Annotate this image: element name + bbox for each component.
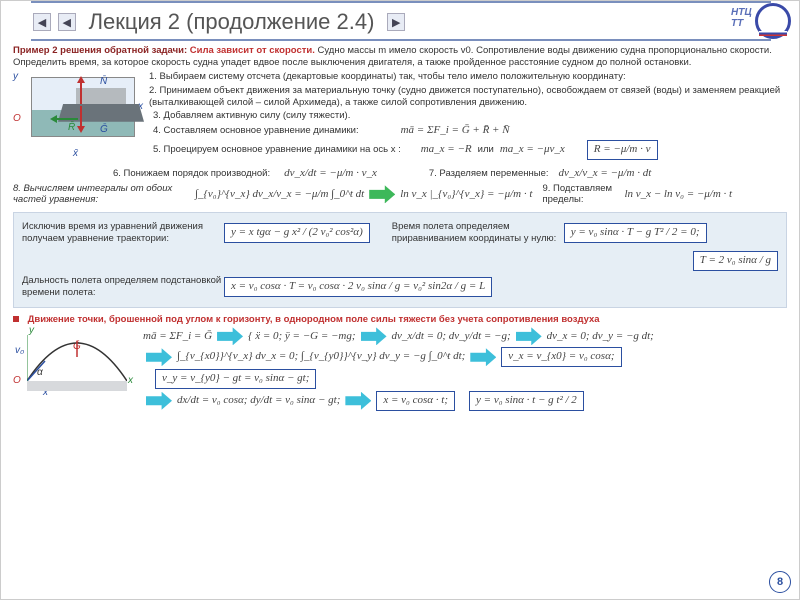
r2b: v_x = v_{x0} = v₀ cosα; [501, 347, 621, 367]
nav-first-button[interactable]: ◀ [33, 13, 51, 31]
step-5-f1: ma_x = −R [421, 143, 472, 157]
arrow-icon [146, 392, 172, 410]
step-5: 5. Проецируем основное уравнение динамик… [153, 144, 401, 156]
step-5-box: R = −μ/m · v [587, 140, 658, 160]
force-N: N̄ [100, 76, 107, 89]
proj-row-1: mā = ΣF_i = Ḡ { ẍ = 0; ÿ = −G = −mg; dv_… [143, 327, 787, 345]
step-9-f: ln v_x − ln v₀ = −μ/m · t [624, 188, 732, 202]
arrow-icon [369, 185, 395, 203]
slide-title: Лекция 2 (продолжение 2.4) [89, 9, 375, 35]
arrow-icon [361, 327, 387, 345]
step-4-formula: mā = ΣF_i = Ḡ + R̄ + N̄ [401, 124, 510, 138]
nav-prev-button[interactable]: ◀ [58, 13, 76, 31]
banner-t1: Исключив время из уравнений движения пол… [22, 221, 222, 245]
proj-row-2: ∫_{v_{x0}}^{v_x} dv_x = 0; ∫_{v_{y0}}^{v… [143, 347, 787, 389]
arrow-icon [146, 348, 172, 366]
section-heading: Движение точки, брошенной под углом к го… [13, 314, 787, 326]
banner-t3: Дальность полета определяем подстановкой… [22, 275, 222, 299]
step-6-f: dv_x/dt = −μ/m · v_x [284, 167, 377, 181]
step-8-f: ∫_{v₀}^{v_x} dv_x/v_x = −μ/m ∫_0^t dt [195, 188, 364, 202]
banner-t2: Время полета определяем приравниванием к… [392, 221, 562, 245]
arrow-icon [345, 392, 371, 410]
arrow-icon [470, 348, 496, 366]
proj-row-3: dx/dt = v₀ cosα; dy/dt = v₀ sinα − gt; x… [143, 391, 787, 411]
problem-statement: Пример 2 решения обратной задачи: Сила з… [13, 45, 787, 69]
origin: O [13, 113, 21, 126]
r3a: dx/dt = v₀ cosα; dy/dt = v₀ sinα − gt; [177, 394, 340, 408]
r1b: { ẍ = 0; ÿ = −G = −mg; [248, 330, 356, 344]
arrow-icon [217, 327, 243, 345]
step-8: 8. Вычисляем интегралы от обоих частей у… [13, 183, 193, 207]
ship-frame: N̄ Ḡ R̄ [31, 77, 135, 137]
axis-xbar: x̄ [73, 148, 78, 161]
logo: НТЦ ТТ [731, 3, 791, 43]
step-7-f: dv_x/v_x = −μ/m · dt [559, 167, 652, 181]
traj-O: O [13, 375, 21, 388]
force-G: Ḡ [100, 124, 108, 137]
step-4: 4. Составляем основное уравнение динамик… [153, 125, 359, 137]
banner-f2b: T = 2 v₀ sinα / g [693, 251, 778, 271]
arrow-icon [516, 327, 542, 345]
page-number: 8 [769, 571, 791, 593]
r3c: y = v₀ sinα · t − g t² / 2 [469, 391, 584, 411]
r2a: ∫_{v_{x0}}^{v_x} dv_x = 0; ∫_{v_{y0}}^{v… [177, 350, 465, 364]
step-5-f2: ma_x = −μv_x [500, 143, 565, 157]
flag-icon [759, 31, 787, 36]
r2c: v_y = v_{y0} − gt = v₀ sinα − gt; [155, 369, 316, 389]
traj-v0: v₀ [15, 345, 24, 358]
step-7: 7. Разделяем переменные: [429, 168, 549, 180]
trajectory-diagram: y O x v₀ α Ḡ x̄ [13, 327, 133, 397]
trajectory-banner: Исключив время из уравнений движения пол… [13, 212, 787, 307]
r1c: dv_x/dt = 0; dv_y/dt = −g; [392, 330, 511, 344]
bullet-icon [13, 316, 19, 322]
step-3: 3. Добавляем активную силу (силу тяжести… [153, 110, 787, 122]
ship-diagram: y O x x̄ N̄ Ḡ R̄ [13, 71, 143, 161]
step-9a: ln v_x |_{v₀}^{v_x} = −μ/m · t [400, 188, 532, 202]
nav-next-button[interactable]: ▶ [387, 13, 405, 31]
step-9-text: 9. Подставляем пределы: [542, 183, 622, 207]
banner-f3: x = v₀ cosα · T = v₀ cosα · 2 v₀ sinα / … [224, 277, 492, 297]
problem-lead: Пример 2 решения обратной задачи: [13, 45, 187, 56]
r3b: x = v₀ cosα · t; [376, 391, 455, 411]
axis-y: y [13, 71, 18, 84]
force-R: R̄ [68, 122, 75, 135]
slide-header: ◀ ◀ Лекция 2 (продолжение 2.4) ▶ [31, 9, 799, 35]
top-rule [31, 1, 771, 3]
problem-cond: Сила зависит от скорости. [190, 45, 315, 56]
banner-f2: y = v₀ sinα · T − g T² / 2 = 0; [564, 223, 707, 243]
section-title: Движение точки, брошенной под углом к го… [28, 314, 600, 325]
step-5-or: или [478, 144, 494, 156]
banner-f1: y = x tgα − g x² / (2 v₀² cos²α) [224, 223, 370, 243]
traj-x: x [128, 375, 133, 388]
r1a: mā = ΣF_i = Ḡ [143, 330, 212, 344]
r1d: dv_x = 0; dv_y = −g dt; [547, 330, 654, 344]
step-6: 6. Понижаем порядок производной: [113, 168, 270, 180]
